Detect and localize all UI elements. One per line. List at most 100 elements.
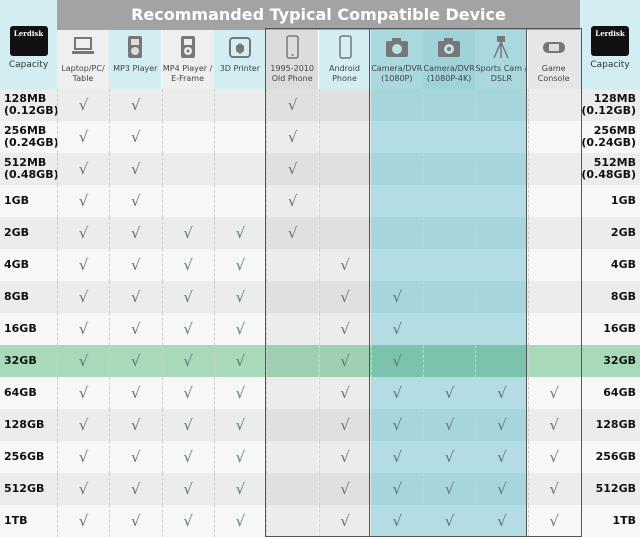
check-cell: √ [161,441,214,473]
check-mark: √ [78,416,89,434]
check-cell: √ [423,441,476,473]
check-mark: √ [183,256,193,274]
capacity-cell: 2GB [4,226,30,239]
check-mark: √ [235,480,246,498]
check-cell: √ [318,281,371,313]
check-mark: √ [78,448,89,466]
check-cell [318,89,371,121]
table-row: 128MB (0.12GB) √ √ √ 128MB (0.12GB) [0,89,640,121]
check-mark: √ [340,256,350,274]
check-cell: √ [213,377,266,409]
check-cell: √ [57,409,109,441]
check-mark: √ [78,128,89,146]
check-cell: √ [161,281,214,313]
capacity-cell: 64GB [603,386,636,399]
check-cell: √ [266,217,319,249]
capacity-cell: 256MB (0.24GB) [581,124,636,149]
device-header-mp3-player: MP3 Player [109,30,162,89]
check-cell: √ [213,473,266,505]
check-cell: √ [57,505,109,537]
table-row: 16GB √ √ √ √ √ √ 16GB [0,313,640,345]
capacity-cell: 256GB [4,450,45,463]
check-mark: √ [78,384,89,402]
check-mark: √ [549,448,559,466]
check-cell [318,185,371,217]
check-cell [318,217,371,249]
check-mark: √ [392,512,403,530]
check-cell [527,217,580,249]
check-mark: √ [131,128,141,146]
check-cell: √ [109,153,161,185]
check-cell: √ [527,377,580,409]
check-cell [527,281,580,313]
camera-icon [385,38,408,57]
check-mark: √ [183,448,193,466]
check-cell: √ [109,185,161,217]
device-label: Android Phone [329,64,360,83]
device-header-game-console: Game Console [527,30,580,89]
check-cell [423,345,476,377]
check-cell: √ [475,505,528,537]
check-cell [475,217,528,249]
3d-printer-icon [228,37,251,58]
table-row: 4GB √ √ √ √ √ 4GB [0,249,640,281]
check-cell: √ [266,89,319,121]
check-cell [213,89,266,121]
capacity-header-left: Lerdisk Capacity [0,0,57,89]
check-cell: √ [57,217,109,249]
check-mark: √ [340,288,350,306]
capacity-cell: 512MB (0.48GB) [4,156,59,181]
check-cell: √ [57,345,109,377]
check-cell [423,89,476,121]
check-mark: √ [392,352,403,370]
check-cell: √ [57,473,109,505]
check-mark: √ [183,480,193,498]
check-cell: √ [57,89,109,121]
check-mark: √ [78,352,89,370]
check-cell [161,185,214,217]
laptop-icon [72,37,94,54]
check-cell: √ [213,313,266,345]
capacity-cell: 2GB [610,226,636,239]
check-mark: √ [235,512,246,530]
device-header-3d-printer: 3D Printer [213,30,266,89]
check-cell: √ [318,313,371,345]
check-cell [423,217,476,249]
check-mark: √ [183,416,193,434]
check-cell [213,185,266,217]
check-cell [527,153,580,185]
check-cell [266,409,319,441]
check-cell [475,89,528,121]
check-mark: √ [131,416,141,434]
check-cell [370,153,423,185]
check-cell: √ [266,153,319,185]
device-header-laptop: Laptop/PC/ Table [57,30,109,89]
check-cell [266,473,319,505]
device-header-mp4-player: MP4 Player / E-Frame [161,30,214,89]
check-cell: √ [423,473,476,505]
check-mark: √ [497,384,507,402]
check-cell: √ [57,121,109,153]
check-cell: √ [161,217,214,249]
check-mark: √ [235,448,246,466]
check-cell [370,217,423,249]
check-cell: √ [266,121,319,153]
check-cell: √ [475,377,528,409]
check-cell [318,121,371,153]
check-cell [423,185,476,217]
check-mark: √ [444,512,455,530]
check-mark: √ [183,320,193,338]
check-mark: √ [549,384,559,402]
check-mark: √ [131,256,141,274]
check-mark: √ [392,480,403,498]
check-cell [475,249,528,281]
check-cell [266,249,319,281]
check-cell: √ [161,473,214,505]
capacity-cell: 8GB [4,290,30,303]
device-header-android-phone: Android Phone [318,30,371,89]
check-mark: √ [131,96,141,114]
capacity-cell: 4GB [4,258,30,271]
check-cell [318,153,371,185]
device-header-tripod: Sports Cam / DSLR [475,30,528,89]
table-row: 1GB √ √ √ 1GB [0,185,640,217]
